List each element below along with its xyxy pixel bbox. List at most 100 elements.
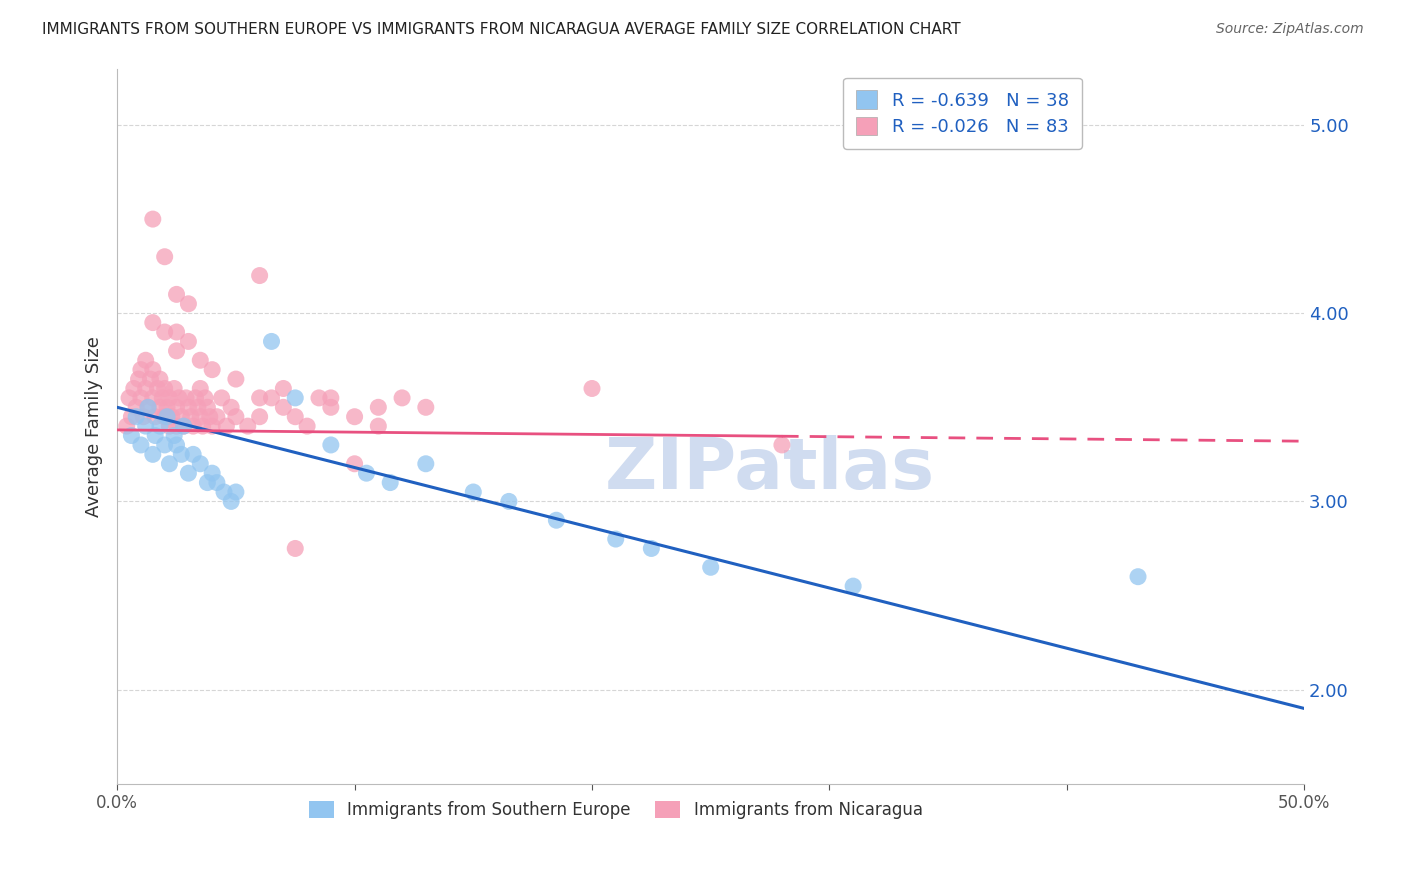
- Point: [166, 343, 188, 358]
- Point: [212, 485, 235, 500]
- Point: [295, 419, 318, 434]
- Point: [605, 532, 627, 546]
- Point: [380, 475, 402, 490]
- Point: [129, 391, 152, 405]
- Point: [699, 560, 721, 574]
- Point: [201, 419, 224, 434]
- Point: [236, 419, 259, 434]
- Point: [149, 419, 172, 434]
- Point: [249, 391, 271, 405]
- Point: [163, 428, 186, 442]
- Point: [120, 428, 142, 442]
- Legend: Immigrants from Southern Europe, Immigrants from Nicaragua: Immigrants from Southern Europe, Immigra…: [302, 794, 929, 825]
- Point: [188, 457, 211, 471]
- Point: [166, 438, 188, 452]
- Point: [273, 382, 295, 396]
- Point: [157, 391, 180, 405]
- Point: [142, 391, 165, 405]
- Point: [201, 466, 224, 480]
- Point: [135, 382, 157, 396]
- Point: [188, 409, 211, 424]
- Point: [308, 391, 330, 405]
- Point: [128, 372, 150, 386]
- Point: [136, 401, 159, 415]
- Point: [156, 401, 179, 415]
- Point: [184, 391, 207, 405]
- Point: [136, 401, 159, 415]
- Point: [177, 401, 200, 415]
- Point: [142, 212, 165, 227]
- Point: [367, 419, 389, 434]
- Point: [225, 372, 247, 386]
- Point: [284, 409, 307, 424]
- Point: [153, 409, 176, 424]
- Point: [129, 438, 152, 452]
- Point: [173, 419, 195, 434]
- Point: [249, 268, 271, 283]
- Point: [191, 419, 214, 434]
- Point: [1126, 570, 1149, 584]
- Point: [581, 382, 603, 396]
- Point: [177, 466, 200, 480]
- Point: [343, 457, 366, 471]
- Point: [273, 401, 295, 415]
- Point: [118, 391, 141, 405]
- Point: [153, 325, 176, 339]
- Point: [122, 382, 145, 396]
- Point: [498, 494, 520, 508]
- Point: [157, 419, 180, 434]
- Point: [146, 382, 169, 396]
- Point: [188, 353, 211, 368]
- Point: [143, 428, 166, 442]
- Point: [173, 419, 195, 434]
- Point: [177, 334, 200, 349]
- Point: [284, 541, 307, 556]
- Point: [225, 409, 247, 424]
- Point: [463, 485, 485, 500]
- Point: [180, 409, 202, 424]
- Point: [150, 391, 173, 405]
- Point: [356, 466, 378, 480]
- Point: [139, 372, 162, 386]
- Point: [187, 401, 209, 415]
- Text: IMMIGRANTS FROM SOUTHERN EUROPE VS IMMIGRANTS FROM NICARAGUA AVERAGE FAMILY SIZE: IMMIGRANTS FROM SOUTHERN EUROPE VS IMMIG…: [42, 22, 960, 37]
- Point: [160, 409, 183, 424]
- Point: [129, 362, 152, 376]
- Point: [197, 401, 219, 415]
- Point: [546, 513, 568, 527]
- Point: [166, 325, 188, 339]
- Point: [135, 353, 157, 368]
- Point: [120, 409, 142, 424]
- Point: [181, 419, 204, 434]
- Point: [219, 494, 242, 508]
- Point: [770, 438, 793, 452]
- Point: [219, 401, 242, 415]
- Point: [415, 401, 437, 415]
- Point: [156, 409, 179, 424]
- Point: [125, 409, 148, 424]
- Point: [640, 541, 662, 556]
- Point: [343, 409, 366, 424]
- Text: ZIPatlas: ZIPatlas: [605, 434, 935, 504]
- Point: [260, 334, 283, 349]
- Point: [166, 419, 188, 434]
- Point: [115, 419, 138, 434]
- Point: [842, 579, 865, 593]
- Point: [132, 409, 155, 424]
- Point: [260, 391, 283, 405]
- Point: [415, 457, 437, 471]
- Point: [142, 447, 165, 461]
- Point: [211, 391, 233, 405]
- Point: [319, 391, 342, 405]
- Point: [181, 447, 204, 461]
- Point: [319, 401, 342, 415]
- Point: [197, 475, 219, 490]
- Point: [153, 382, 176, 396]
- Point: [284, 391, 307, 405]
- Point: [205, 409, 228, 424]
- Point: [188, 382, 211, 396]
- Point: [125, 401, 148, 415]
- Point: [142, 316, 165, 330]
- Y-axis label: Average Family Size: Average Family Size: [86, 335, 103, 516]
- Point: [149, 372, 172, 386]
